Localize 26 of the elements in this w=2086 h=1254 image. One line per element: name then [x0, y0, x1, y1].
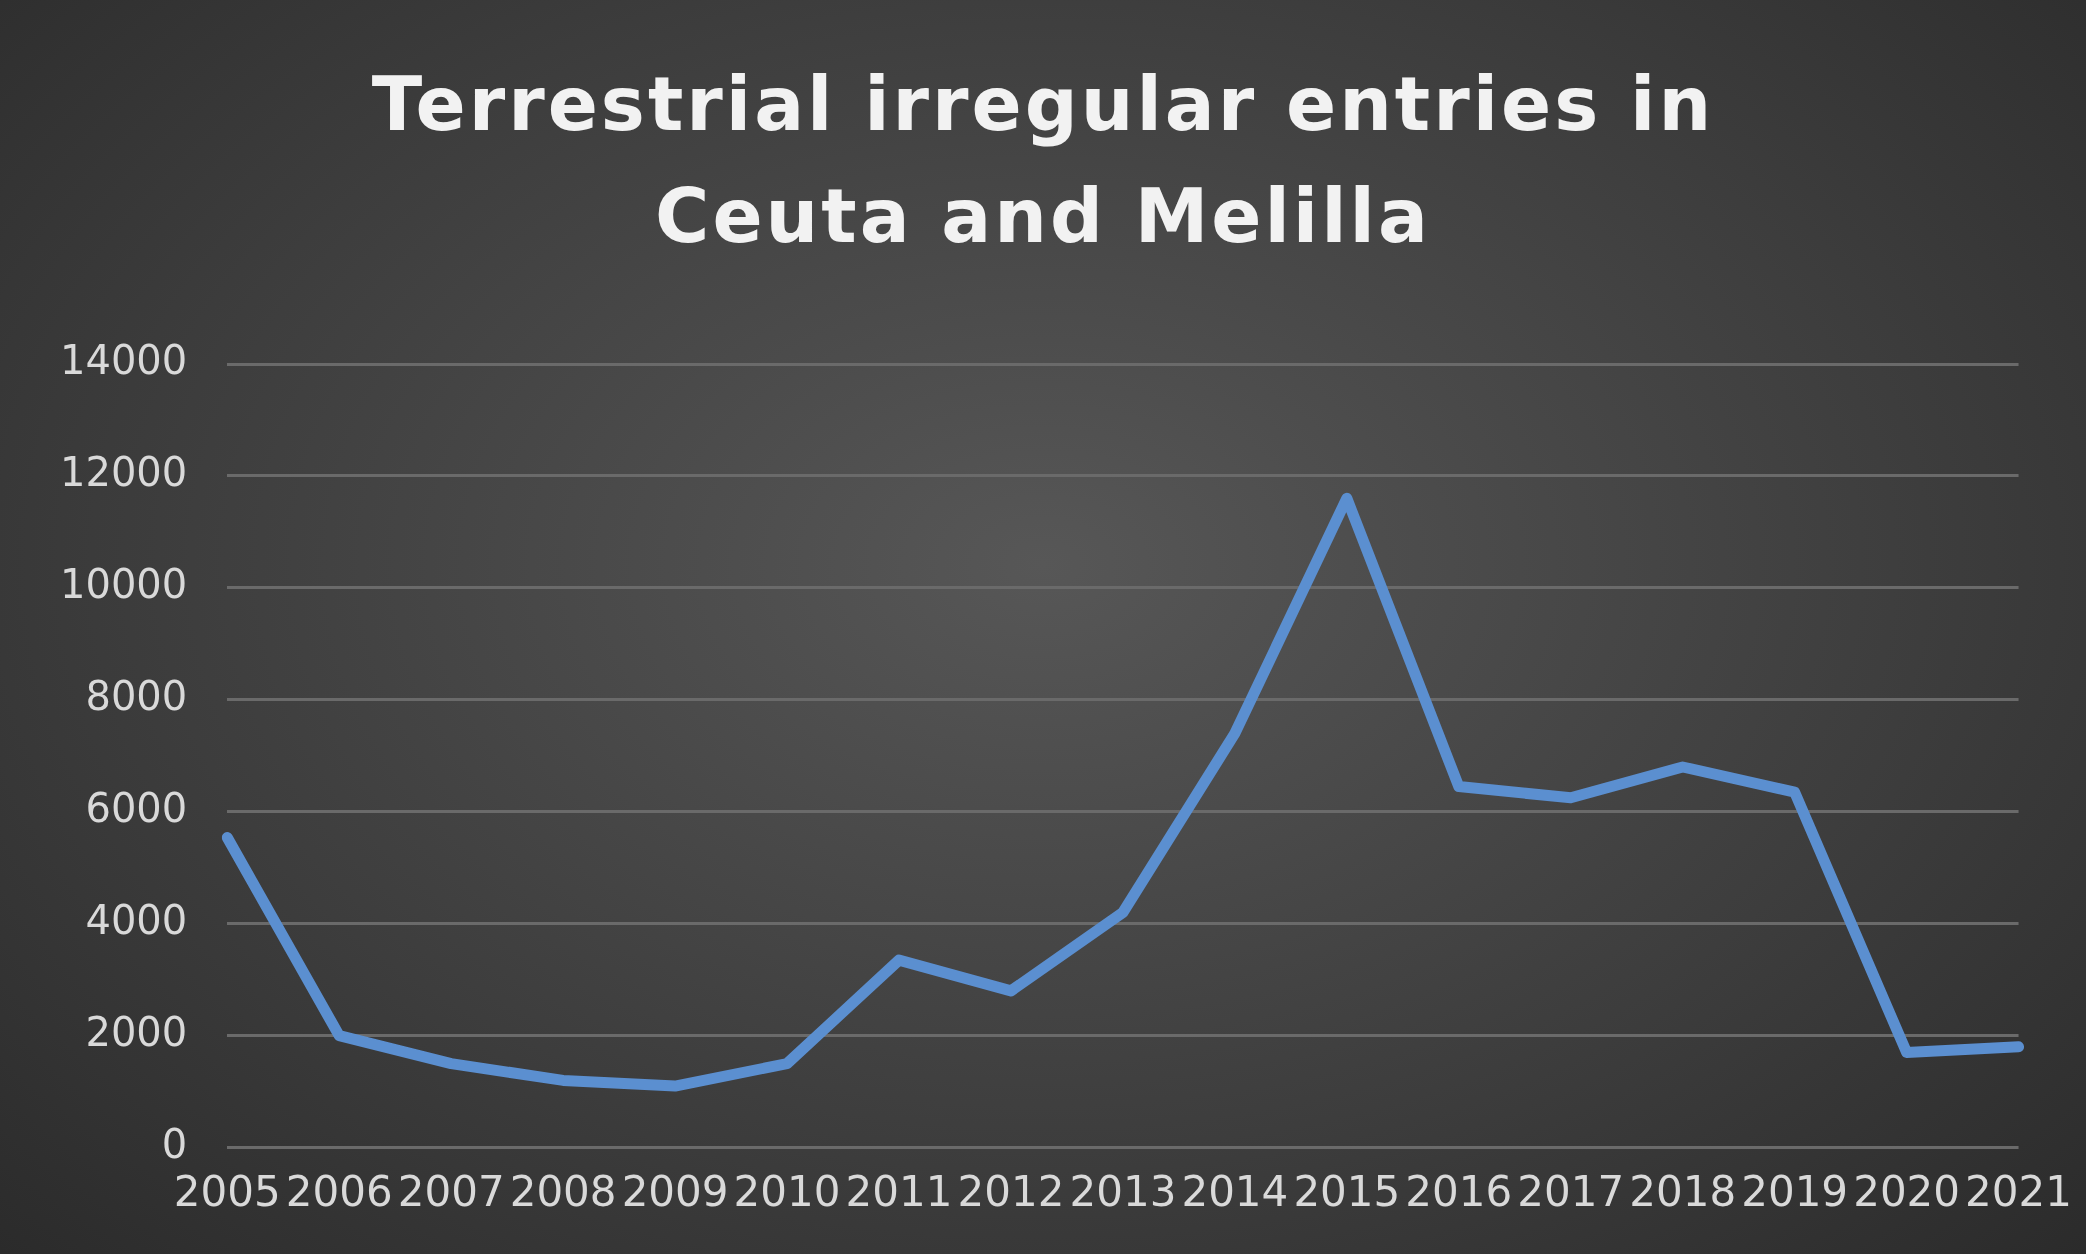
x-tick-label: 2016	[1405, 1166, 1513, 1216]
y-tick-label: 14000	[60, 337, 188, 384]
x-tick-label: 2005	[173, 1166, 281, 1216]
x-tick-label: 2010	[733, 1166, 841, 1216]
x-tick-label: 2011	[845, 1166, 953, 1216]
chart-title: Terrestrial irregular entries in Ceuta and Melilla	[370, 60, 1716, 261]
x-tick-label: 2020	[1853, 1166, 1961, 1216]
y-tick-label: 12000	[60, 449, 188, 496]
x-tick-label: 2019	[1741, 1166, 1849, 1216]
x-tick-label: 2012	[957, 1166, 1065, 1216]
x-tick-label: 2009	[621, 1166, 729, 1216]
x-tick-label: 2018	[1629, 1166, 1737, 1216]
x-tick-label: 2021	[1965, 1166, 2072, 1216]
y-tick-label: 10000	[60, 561, 188, 608]
x-tick-label: 2015	[1293, 1166, 1401, 1216]
y-tick-label: 2000	[85, 1009, 188, 1056]
x-tick-label: 2017	[1517, 1166, 1625, 1216]
x-tick-label: 2006	[285, 1166, 393, 1216]
x-tick-label: 2014	[1181, 1166, 1289, 1216]
x-tick-label: 2007	[397, 1166, 505, 1216]
y-tick-label: 8000	[85, 673, 188, 720]
y-tick-label: 6000	[85, 785, 188, 832]
y-tick-label: 0	[161, 1120, 188, 1167]
x-tick-label: 2008	[509, 1166, 617, 1216]
x-tick-label: 2013	[1069, 1166, 1177, 1216]
y-tick-label: 4000	[85, 897, 188, 944]
